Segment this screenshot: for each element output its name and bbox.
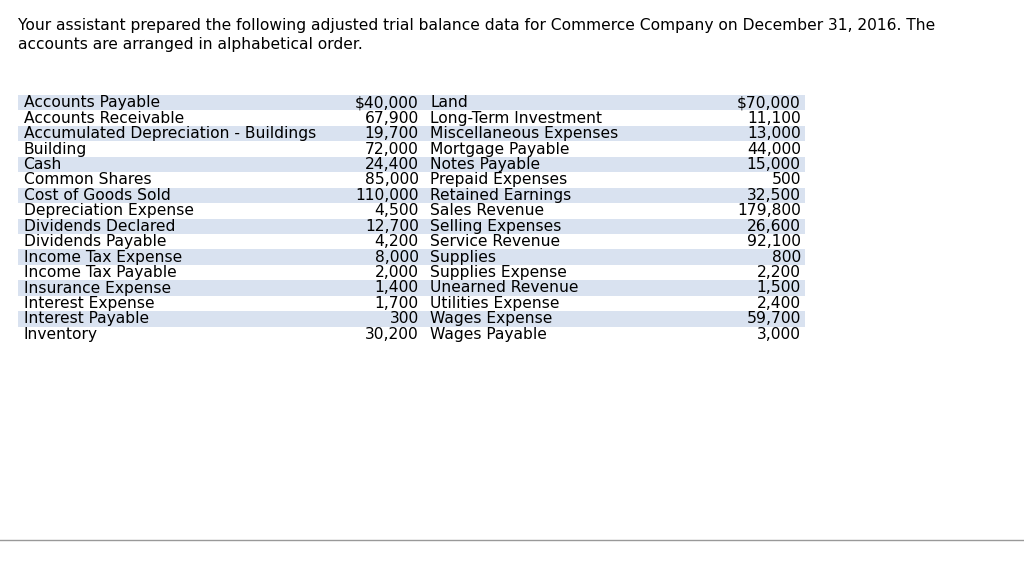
Text: 19,700: 19,700 bbox=[365, 126, 419, 141]
Text: Your assistant prepared the following adjusted trial balance data for Commerce C: Your assistant prepared the following ad… bbox=[18, 18, 936, 33]
Text: 24,400: 24,400 bbox=[365, 157, 419, 172]
Text: 1,700: 1,700 bbox=[375, 296, 419, 311]
Text: 26,600: 26,600 bbox=[746, 219, 801, 234]
Text: 13,000: 13,000 bbox=[748, 126, 801, 141]
Text: Wages Expense: Wages Expense bbox=[430, 312, 553, 327]
Text: Notes Payable: Notes Payable bbox=[430, 157, 541, 172]
Bar bbox=[18, 95, 805, 111]
Text: Cash: Cash bbox=[24, 157, 61, 172]
Text: 3,000: 3,000 bbox=[757, 327, 801, 342]
Text: Accounts Payable: Accounts Payable bbox=[24, 95, 160, 110]
Bar bbox=[18, 203, 805, 218]
Text: 179,800: 179,800 bbox=[737, 203, 801, 218]
Text: 8,000: 8,000 bbox=[375, 249, 419, 264]
Text: Sales Revenue: Sales Revenue bbox=[430, 203, 544, 218]
Bar bbox=[18, 295, 805, 311]
Text: Utilities Expense: Utilities Expense bbox=[430, 296, 559, 311]
Text: 300: 300 bbox=[389, 312, 419, 327]
Text: Income Tax Expense: Income Tax Expense bbox=[24, 249, 182, 264]
Text: 12,700: 12,700 bbox=[365, 219, 419, 234]
Text: 1,500: 1,500 bbox=[757, 281, 801, 295]
Text: Income Tax Payable: Income Tax Payable bbox=[24, 265, 176, 280]
Bar bbox=[18, 126, 805, 141]
Bar bbox=[18, 234, 805, 249]
Text: Land: Land bbox=[430, 95, 468, 110]
Text: Prepaid Expenses: Prepaid Expenses bbox=[430, 172, 567, 187]
Text: 30,200: 30,200 bbox=[366, 327, 419, 342]
Text: Depreciation Expense: Depreciation Expense bbox=[24, 203, 194, 218]
Bar bbox=[18, 111, 805, 126]
Text: 59,700: 59,700 bbox=[746, 312, 801, 327]
Text: 92,100: 92,100 bbox=[746, 234, 801, 249]
Text: 2,400: 2,400 bbox=[757, 296, 801, 311]
Bar bbox=[18, 141, 805, 157]
Text: 2,200: 2,200 bbox=[757, 265, 801, 280]
Text: Common Shares: Common Shares bbox=[24, 172, 152, 187]
Bar bbox=[18, 249, 805, 265]
Text: 500: 500 bbox=[771, 172, 801, 187]
Text: 11,100: 11,100 bbox=[748, 111, 801, 126]
Text: Wages Payable: Wages Payable bbox=[430, 327, 547, 342]
Text: Supplies: Supplies bbox=[430, 249, 496, 264]
Text: Retained Earnings: Retained Earnings bbox=[430, 188, 571, 203]
Bar bbox=[18, 157, 805, 172]
Text: Miscellaneous Expenses: Miscellaneous Expenses bbox=[430, 126, 618, 141]
Text: Long-Term Investment: Long-Term Investment bbox=[430, 111, 602, 126]
Text: 67,900: 67,900 bbox=[365, 111, 419, 126]
Text: 32,500: 32,500 bbox=[746, 188, 801, 203]
Bar bbox=[18, 311, 805, 327]
Text: Interest Expense: Interest Expense bbox=[24, 296, 155, 311]
Text: Dividends Payable: Dividends Payable bbox=[24, 234, 166, 249]
Bar bbox=[18, 172, 805, 188]
Text: Supplies Expense: Supplies Expense bbox=[430, 265, 567, 280]
Text: $70,000: $70,000 bbox=[737, 95, 801, 110]
Bar bbox=[18, 281, 805, 295]
Bar bbox=[18, 265, 805, 281]
Text: 44,000: 44,000 bbox=[746, 142, 801, 157]
Text: 800: 800 bbox=[771, 249, 801, 264]
Text: 15,000: 15,000 bbox=[746, 157, 801, 172]
Text: Dividends Declared: Dividends Declared bbox=[24, 219, 175, 234]
Text: Insurance Expense: Insurance Expense bbox=[24, 281, 171, 295]
Text: Cost of Goods Sold: Cost of Goods Sold bbox=[24, 188, 170, 203]
Text: 85,000: 85,000 bbox=[365, 172, 419, 187]
Text: accounts are arranged in alphabetical order.: accounts are arranged in alphabetical or… bbox=[18, 37, 364, 52]
Text: Service Revenue: Service Revenue bbox=[430, 234, 560, 249]
Text: Interest Payable: Interest Payable bbox=[24, 312, 148, 327]
Text: 1,400: 1,400 bbox=[375, 281, 419, 295]
Bar bbox=[18, 327, 805, 342]
Bar bbox=[18, 188, 805, 203]
Text: Mortgage Payable: Mortgage Payable bbox=[430, 142, 569, 157]
Text: Building: Building bbox=[24, 142, 87, 157]
Text: Unearned Revenue: Unearned Revenue bbox=[430, 281, 579, 295]
Text: Selling Expenses: Selling Expenses bbox=[430, 219, 561, 234]
Text: Accumulated Depreciation - Buildings: Accumulated Depreciation - Buildings bbox=[24, 126, 315, 141]
Text: Inventory: Inventory bbox=[24, 327, 97, 342]
Bar bbox=[18, 218, 805, 234]
Text: Accounts Receivable: Accounts Receivable bbox=[24, 111, 183, 126]
Text: 4,500: 4,500 bbox=[375, 203, 419, 218]
Text: 4,200: 4,200 bbox=[375, 234, 419, 249]
Text: 110,000: 110,000 bbox=[355, 188, 419, 203]
Text: 2,000: 2,000 bbox=[375, 265, 419, 280]
Text: 72,000: 72,000 bbox=[365, 142, 419, 157]
Text: $40,000: $40,000 bbox=[355, 95, 419, 110]
